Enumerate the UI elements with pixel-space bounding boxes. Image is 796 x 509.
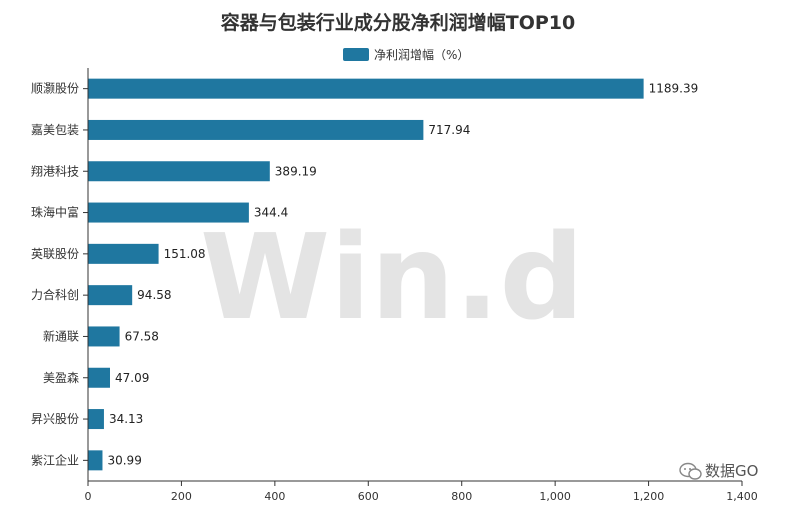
x-tick-label: 200 — [171, 490, 192, 503]
value-label: 389.19 — [275, 164, 317, 178]
legend: 净利润增幅（%） — [343, 47, 469, 62]
category-label: 昇兴股份 — [31, 412, 79, 426]
value-label: 47.09 — [115, 371, 149, 385]
value-label: 67.58 — [125, 329, 159, 343]
brand: 数据GO — [679, 462, 758, 480]
bar — [88, 326, 120, 347]
bar-group — [88, 78, 644, 471]
x-tick-label: 1,400 — [726, 490, 758, 503]
category-label: 顺灏股份 — [31, 81, 79, 96]
value-label: 151.08 — [164, 247, 206, 261]
brand-text: 数据GO — [705, 462, 758, 480]
category-label: 新通联 — [43, 328, 79, 343]
value-label: 30.99 — [107, 453, 141, 467]
value-label: 1189.39 — [649, 82, 699, 96]
bar — [88, 367, 110, 388]
x-tick-label: 800 — [451, 490, 472, 503]
bar — [88, 409, 104, 430]
bar — [88, 161, 270, 182]
wechat-icon — [679, 462, 702, 480]
legend-swatch — [343, 48, 369, 61]
value-labels: 1189.39 717.94 389.19 344.4 151.08 94.58 67.58… — [107, 82, 698, 468]
x-tick-label: 1,000 — [539, 490, 571, 503]
legend-label: 净利润增幅（%） — [374, 47, 469, 62]
category-label: 力合科创 — [31, 287, 79, 302]
x-axis-ticks: 0 200 400 600 800 1,000 1,200 1,400 — [85, 481, 758, 503]
value-label: 34.13 — [109, 412, 143, 426]
category-label: 紫江企业 — [31, 452, 79, 467]
value-label: 94.58 — [137, 288, 171, 302]
bar — [88, 285, 133, 306]
bar — [88, 119, 424, 140]
bar — [88, 78, 644, 99]
category-label: 嘉美包装 — [31, 123, 79, 137]
chart-title: 容器与包装行业成分股净利润增幅TOP10 — [221, 11, 575, 34]
category-label: 珠海中富 — [31, 205, 79, 220]
x-tick-label: 0 — [85, 490, 92, 503]
category-label: 英联股份 — [31, 247, 79, 261]
value-label: 344.4 — [254, 206, 288, 220]
watermark: Win.d — [200, 208, 584, 346]
category-label: 翔港科技 — [31, 164, 79, 178]
x-tick-label: 600 — [358, 490, 379, 503]
x-tick-label: 1,200 — [633, 490, 665, 503]
bar — [88, 450, 103, 471]
value-label: 717.94 — [428, 123, 470, 137]
x-tick-label: 400 — [264, 490, 285, 503]
category-label: 美盈森 — [43, 370, 79, 385]
bar — [88, 202, 249, 223]
bar — [88, 243, 159, 264]
